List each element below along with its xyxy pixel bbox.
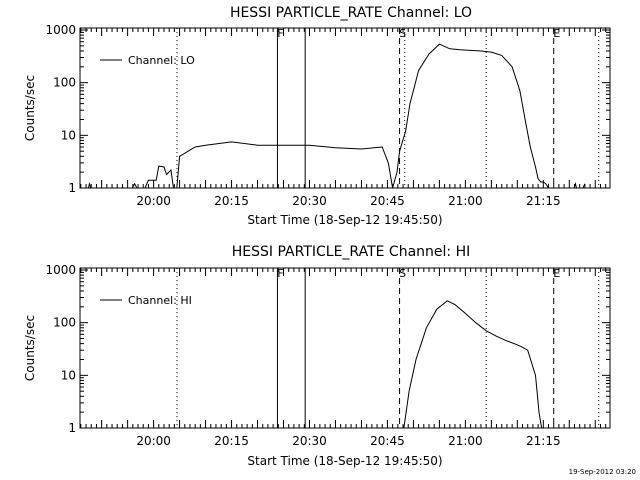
y-tick-label: 1: [68, 421, 76, 435]
y-tick-label: 1000: [45, 23, 76, 37]
x-tick-label: 20:15: [214, 194, 249, 208]
x-tick-label: 21:15: [526, 194, 561, 208]
plot-frame: [79, 27, 611, 189]
x-tick-label: 21:15: [526, 434, 561, 448]
x-tick-label: 20:15: [214, 434, 249, 448]
plot-frame: [79, 267, 611, 429]
hi-channel-panel: HESSI PARTICLE_RATE Channel: HI Start Ti…: [23, 244, 611, 468]
x-tick-label: 21:00: [448, 434, 483, 448]
x-axis-label: Start Time (18-Sep-12 19:45:50): [247, 454, 442, 468]
y-axis-label: Counts/sec: [23, 315, 37, 381]
marker-label: E: [553, 267, 560, 280]
x-tick-label: 20:30: [292, 194, 327, 208]
y-axis-label: Counts/sec: [23, 75, 37, 141]
marker-label: S: [399, 267, 406, 280]
x-tick-label: 21:00: [448, 194, 483, 208]
legend-label: Channel: LO: [128, 54, 195, 67]
y-tick-label: 1: [68, 181, 76, 195]
x-tick-label: 20:00: [136, 434, 171, 448]
marker-label: F: [277, 27, 283, 40]
y-tick-label: 1000: [45, 263, 76, 277]
x-tick-label: 20:45: [370, 194, 405, 208]
x-tick-label: 20:00: [136, 194, 171, 208]
marker-label: F: [277, 267, 283, 280]
y-tick-label: 100: [53, 316, 76, 330]
marker-label: E: [553, 27, 560, 40]
y-tick-label: 100: [53, 76, 76, 90]
chart-title: HESSI PARTICLE_RATE Channel: HI: [232, 244, 470, 260]
chart-title: HESSI PARTICLE_RATE Channel: LO: [230, 5, 472, 21]
footer-timestamp: 19-Sep-2012 03:20: [569, 468, 636, 476]
y-tick-label: 10: [61, 368, 76, 382]
legend-label: Channel: HI: [128, 294, 192, 307]
series-line: [87, 43, 586, 188]
x-tick-label: 20:45: [370, 434, 405, 448]
lo-channel-panel: HESSI PARTICLE_RATE Channel: LO Start Ti…: [23, 5, 611, 227]
x-tick-label: 20:30: [292, 434, 327, 448]
x-axis-label: Start Time (18-Sep-12 19:45:50): [247, 213, 442, 227]
y-tick-label: 10: [61, 128, 76, 142]
marker-label: S: [399, 27, 406, 40]
series-line: [403, 300, 543, 428]
